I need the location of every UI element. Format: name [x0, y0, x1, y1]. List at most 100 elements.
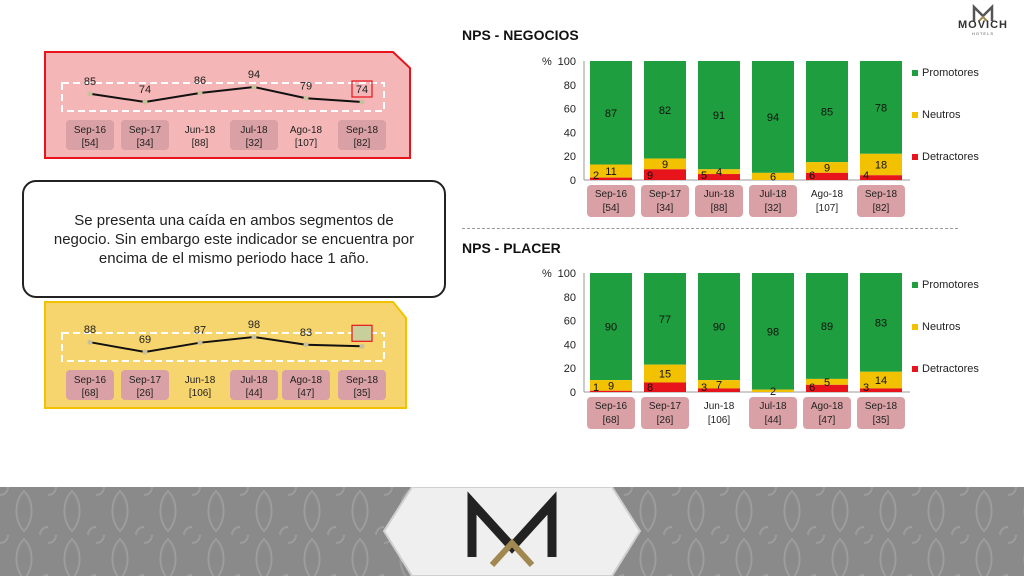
- y-tick-label: 0: [570, 175, 576, 187]
- category-label: Jun-18: [704, 189, 735, 200]
- left-line-panels: 85 Sep-16 [54] 74 Sep-17 [34] 86 Jun-18 [88] 94 Ju…: [44, 51, 411, 409]
- latest-value-box: [351, 324, 373, 342]
- detractores-value-label: 4: [863, 170, 869, 182]
- placer-line-chart: 88 Sep-16 [68] 69 Sep-17 [26] 87 Jun-18 [106] 98 J…: [61, 319, 386, 400]
- bar-neutros: [752, 389, 794, 392]
- bar-neutros: [698, 169, 740, 175]
- footer-center-plate: [382, 487, 642, 576]
- line-value-label: 74: [356, 84, 368, 96]
- category-label: Jul-18: [240, 375, 268, 386]
- legend-label: Neutros: [922, 109, 961, 121]
- detractores-value-label: 5: [701, 170, 707, 182]
- y-tick-label: 60: [564, 316, 576, 328]
- category-label-bg: [749, 185, 797, 217]
- category-label: Ago-18: [290, 375, 323, 386]
- y-tick-label: 0: [570, 387, 576, 399]
- logo-subtitle: HOTELS: [971, 31, 994, 36]
- bar-detractores: [590, 390, 632, 392]
- promotores-value-label: 87: [605, 108, 617, 120]
- promotores-value-label: 94: [767, 112, 779, 124]
- category-label-bg: [857, 185, 905, 217]
- bar-promotores: [698, 273, 740, 381]
- bar-neutros: [752, 172, 794, 180]
- category-count: [107]: [295, 138, 317, 149]
- promotores-value-label: 89: [821, 321, 833, 333]
- bar-promotores: [860, 273, 902, 372]
- bar-detractores: [806, 172, 848, 180]
- bar-promotores: [806, 61, 848, 163]
- neutros-value-label: 9: [608, 380, 614, 392]
- category-count: [34]: [137, 138, 154, 149]
- category-count: [26]: [657, 415, 674, 426]
- category-count: [68]: [603, 415, 620, 426]
- y-tick-label: 80: [564, 292, 576, 304]
- bar-promotores: [806, 273, 848, 379]
- detractores-value-label: 8: [647, 382, 653, 394]
- footer-logo-icon: [467, 491, 557, 568]
- category-label-bg: [230, 370, 278, 400]
- category-label: Ago-18: [811, 401, 844, 412]
- detractores-value-label: 3: [863, 382, 869, 394]
- category-count: [44]: [246, 388, 263, 399]
- line-point: [359, 343, 365, 349]
- category-label-bg: [803, 397, 851, 429]
- line-plot-frame: [61, 332, 385, 362]
- category-label: Ago-18: [811, 189, 844, 200]
- bar-neutros: [644, 364, 686, 383]
- category-count: [82]: [873, 203, 890, 214]
- neutros-value-label: 18: [875, 160, 887, 172]
- category-count: [26]: [137, 388, 154, 399]
- promotores-value-label: 82: [659, 105, 671, 117]
- placer-bar-chart: % 0 20 40 60 80 100 90 91 Sep-16 [68] 77 15 8 Sep-17 [2…: [542, 268, 979, 429]
- line-point: [251, 84, 257, 90]
- category-label: Sep-17: [649, 189, 682, 200]
- neutros-value-label: 7: [716, 379, 722, 391]
- legend-label: Promotores: [922, 279, 979, 291]
- y-tick-label: 80: [564, 80, 576, 92]
- line-point: [197, 90, 203, 96]
- y-tick-label: 100: [558, 56, 576, 68]
- category-label: Sep-16: [74, 375, 107, 386]
- bar-neutros: [806, 162, 848, 173]
- line-series: [89, 335, 363, 354]
- bar-promotores: [590, 61, 632, 165]
- bar-detractores: [860, 388, 902, 392]
- category-label: Sep-18: [865, 401, 898, 412]
- bar-detractores: [806, 384, 848, 392]
- negocios-line-chart: 85 Sep-16 [54] 74 Sep-17 [34] 86 Jun-18 [88] 94 Ju…: [61, 69, 386, 150]
- category-count: [107]: [816, 203, 838, 214]
- category-label: Sep-17: [129, 375, 162, 386]
- line-point: [303, 342, 309, 348]
- bar-neutros: [698, 380, 740, 389]
- neutros-value-label: 15: [659, 369, 671, 381]
- y-tick-label: 100: [558, 268, 576, 280]
- category-label-bg: [587, 185, 635, 217]
- category-count: [47]: [819, 415, 836, 426]
- line-value-label: 87: [194, 325, 206, 337]
- legend-swatch: [912, 70, 918, 76]
- promotores-value-label: 98: [767, 326, 779, 338]
- category-count: [34]: [657, 203, 674, 214]
- category-label-bg: [338, 120, 386, 150]
- bar-neutros: [860, 153, 902, 176]
- neutros-value-label: 11: [605, 166, 616, 178]
- neutros-value-label: 14: [875, 375, 887, 387]
- bar-promotores: [644, 273, 686, 365]
- category-count: [88]: [192, 138, 209, 149]
- bar-neutros: [590, 164, 632, 178]
- line-point: [87, 339, 93, 345]
- neutros-value-label: 9: [824, 163, 830, 175]
- promotores-value-label: 90: [605, 322, 617, 334]
- bar-detractores: [698, 388, 740, 392]
- y-axis-unit: %: [542, 268, 552, 280]
- category-label: Sep-17: [649, 401, 682, 412]
- y-tick-label: 20: [564, 151, 576, 163]
- category-count: [106]: [189, 388, 211, 399]
- bar-neutros: [860, 371, 902, 389]
- bar-detractores: [644, 382, 686, 392]
- latest-value-box: [351, 80, 373, 98]
- bar-promotores: [698, 61, 740, 170]
- neutros-value-label: 5: [824, 377, 830, 389]
- bar-promotores: [752, 273, 794, 390]
- promotores-value-label: 77: [659, 314, 671, 326]
